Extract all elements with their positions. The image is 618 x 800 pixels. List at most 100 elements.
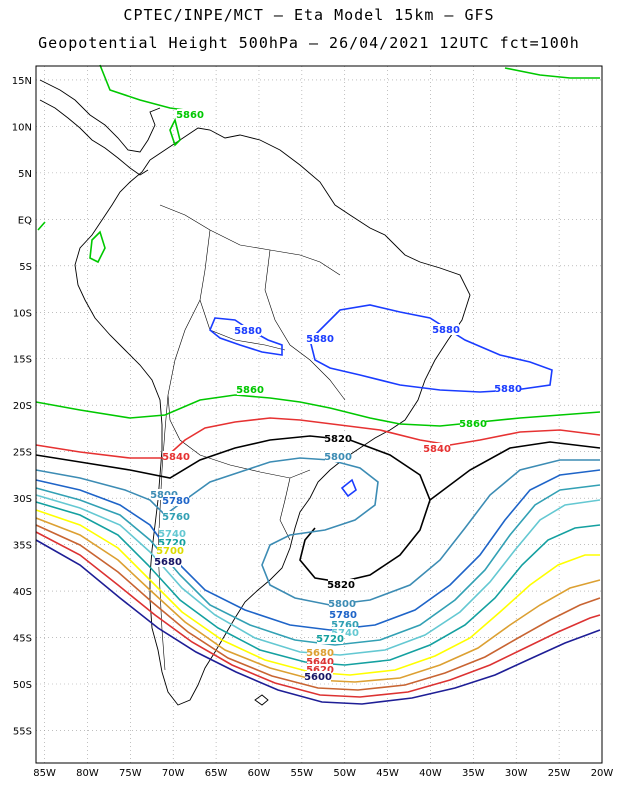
lon-tick-label: 75W [119, 768, 142, 779]
contour-5660 [35, 524, 601, 691]
contour-label: 5680 [154, 557, 182, 568]
lon-tick-label: 65W [205, 768, 228, 779]
contour-5820 [35, 435, 601, 583]
axis-ticks: 15N 10N 5N EQ 5S 10S 15S 20S 25S 30S 35S 40S 45S 50S 5… [12, 76, 614, 779]
contour-label: 5760 [162, 512, 190, 523]
contour-5800 [35, 457, 600, 606]
contour-label-bg [424, 443, 450, 454]
contour-label: 5860 [236, 385, 264, 396]
contour-label-bg [433, 324, 459, 335]
contour-label-bg [307, 333, 333, 344]
contour-5780 [35, 469, 601, 631]
central-america-coast [39, 79, 161, 153]
contour-label: 5760 [331, 620, 359, 631]
lon-tick-label: 55W [291, 768, 314, 779]
lat-tick-label: 15N [12, 76, 32, 87]
contour-label-bg [330, 609, 356, 620]
contour-label: 5840 [423, 444, 451, 455]
contour-label-bg [325, 433, 351, 444]
contour-label: 5780 [162, 496, 190, 507]
contour-labels: 5860 5880 5880 5880 5880 5860 5860 5840 5840 5820… [150, 109, 522, 683]
lat-tick-label: 45S [13, 634, 32, 645]
contour-label-bg [163, 495, 189, 506]
lat-tick-label: 55S [13, 726, 32, 737]
contour-label: 5880 [306, 334, 334, 345]
contour-label-bg [325, 451, 351, 462]
contour-label-bg [157, 545, 183, 556]
lat-tick-label: 25S [13, 448, 32, 459]
contour-label-bg [307, 656, 333, 667]
lon-tick-label: 20W [591, 768, 614, 779]
contour-label: 5700 [156, 546, 184, 557]
borders [157, 204, 346, 671]
lat-tick-label: 20S [13, 401, 32, 412]
contour-label: 5740 [158, 529, 186, 540]
contour-label-bg [305, 671, 331, 682]
contour-label: 5880 [494, 384, 522, 395]
contour-5620 [35, 539, 601, 705]
lat-tick-label: 30S [13, 494, 32, 505]
contour-5860-south [35, 394, 601, 427]
contour-5640 [35, 531, 601, 698]
lat-tick-label: 15S [13, 355, 32, 366]
lon-tick-label: 70W [162, 768, 185, 779]
contour-label: 5680 [306, 648, 334, 659]
contour-5860-north [99, 64, 600, 147]
contour-label-bg [329, 598, 355, 609]
contour-label: 5740 [331, 628, 359, 639]
contour-label-bg [332, 627, 358, 638]
lon-tick-label: 85W [33, 768, 56, 779]
lon-tick-label: 45W [376, 768, 399, 779]
contour-5760 [35, 484, 601, 646]
lat-tick-label: 40S [13, 587, 32, 598]
contour-label: 5860 [459, 419, 487, 430]
contour-label: 5800 [328, 599, 356, 610]
contour-label: 5620 [306, 665, 334, 676]
contour-label-bg [151, 489, 177, 500]
contour-label-bg [495, 383, 521, 394]
contour-label-bg [460, 418, 486, 429]
contour-5680 [35, 517, 601, 683]
contour-label-bg [163, 451, 189, 462]
contour-label-bg [163, 511, 189, 522]
lon-tick-label: 30W [505, 768, 528, 779]
contour-5860-andes [37, 221, 106, 264]
contour-label: 5600 [304, 672, 332, 683]
contour-5740 [35, 494, 601, 656]
contour-label: 5880 [432, 325, 460, 336]
contour-label: 5820 [324, 434, 352, 445]
lon-tick-label: 40W [419, 768, 442, 779]
contour-label-bg [155, 556, 181, 567]
lon-tick-label: 25W [548, 768, 571, 779]
lon-tick-label: 60W [248, 768, 271, 779]
contour-label: 5820 [327, 580, 355, 591]
contour-label-bg [237, 384, 263, 395]
lat-tick-label: 10N [12, 122, 32, 133]
falkland-islands [254, 694, 269, 706]
contour-label-bg [235, 325, 261, 336]
contour-label: 5720 [316, 634, 344, 645]
central-america-coast-2 [39, 99, 149, 176]
contour-label-bg [328, 579, 354, 590]
lat-tick-label: 35S [13, 541, 32, 552]
contour-label: 5720 [158, 538, 186, 549]
contour-5700 [35, 509, 600, 676]
lon-tick-label: 80W [76, 768, 99, 779]
lon-tick-label: 35W [462, 768, 485, 779]
south-america-coast [74, 127, 471, 706]
contour-label-bg [159, 528, 185, 539]
height-contours [35, 64, 601, 705]
map-frame [35, 65, 603, 764]
lat-tick-label: EQ [18, 215, 32, 226]
lat-tick-label: 5S [19, 262, 32, 273]
contour-label: 5640 [306, 657, 334, 668]
contour-label-bg [307, 664, 333, 675]
contour-label-bg [317, 633, 343, 644]
contour-label: 5800 [324, 452, 352, 463]
lon-tick-label: 50W [333, 768, 356, 779]
contour-label-bg [332, 619, 358, 630]
lat-tick-label: 10S [13, 308, 32, 319]
contour-5880-small [340, 478, 357, 498]
contour-label-bg [307, 647, 333, 658]
